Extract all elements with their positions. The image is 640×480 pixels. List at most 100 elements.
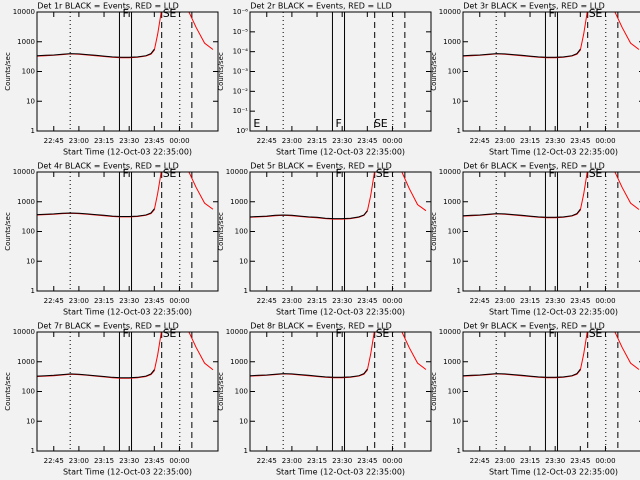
x-tick-label: 23:15: [520, 457, 540, 465]
x-tick-label: 23:45: [357, 457, 377, 465]
panel-title: Det 1r BLACK = Events, RED = LLD: [37, 2, 179, 11]
y-tick-label: 1000: [443, 358, 461, 366]
marker-letter: F: [335, 327, 341, 340]
marker-letter: E: [381, 117, 388, 130]
x-tick-label: 00:00: [595, 457, 615, 465]
x-tick-label: 00:00: [595, 297, 615, 305]
marker-letter: S: [163, 7, 170, 20]
x-tick-label: 23:00: [282, 457, 302, 465]
x-tick-label: 23:15: [307, 457, 327, 465]
y-tick-label: 100: [235, 228, 248, 236]
x-tick-label: 23:45: [357, 137, 377, 145]
marker-letter: F: [548, 7, 554, 20]
x-tick-label: 23:30: [545, 297, 565, 305]
x-tick-label: 23:30: [119, 297, 139, 305]
series-line: [37, 48, 155, 58]
x-tick-label: 23:30: [119, 137, 139, 145]
marker-letter: S: [374, 117, 381, 130]
y-tick-label: 10⁻³: [233, 68, 249, 76]
y-tick-label: 10000: [13, 168, 35, 176]
y-tick-label: 10⁻⁴: [233, 48, 249, 56]
panel: Det 7r BLACK = Events, RED = LLD Start Ti…: [4, 322, 219, 477]
y-axis-label: Counts/sec: [430, 372, 438, 411]
marker-letter: S: [589, 7, 596, 20]
x-axis-label: Start Time (12-Oct-03 22:35:00): [63, 468, 192, 477]
x-tick-label: 00:00: [595, 137, 615, 145]
x-tick-label: 23:30: [332, 457, 352, 465]
marker-letter: S: [589, 327, 596, 340]
y-tick-label: 1: [244, 447, 248, 455]
marker-letter: E: [169, 327, 176, 340]
x-axis-label: Start Time (12-Oct-03 22:35:00): [276, 308, 405, 317]
y-axis-label: Counts/sec: [430, 52, 438, 91]
x-tick-label: 22:45: [257, 137, 277, 145]
y-tick-label: 10: [452, 257, 461, 265]
y-tick-label: 10: [26, 97, 35, 105]
y-tick-label: 1000: [443, 198, 461, 206]
x-tick-label: 23:30: [332, 297, 352, 305]
series-line: [463, 48, 581, 58]
y-tick-label: 10000: [13, 8, 35, 16]
series-line: [463, 208, 581, 218]
x-tick-label: 23:45: [570, 297, 590, 305]
y-axis-label: Counts/sec: [217, 212, 225, 251]
series-line: [250, 368, 368, 378]
plot-frame: [249, 171, 432, 292]
panel: Det 1r BLACK = Events, RED = LLD Start Ti…: [4, 2, 219, 157]
y-tick-label: 100: [22, 388, 35, 396]
plot-frame: [462, 331, 640, 452]
series-line: [250, 210, 368, 220]
marker-letter: E: [382, 327, 389, 340]
marker-letter: E: [595, 7, 602, 20]
y-tick-label: 100: [22, 228, 35, 236]
y-tick-label: 10⁻²: [233, 87, 249, 95]
marker-letter: E: [169, 167, 176, 180]
y-tick-label: 10000: [439, 328, 461, 336]
x-tick-label: 23:00: [282, 297, 302, 305]
plot-area: [37, 12, 214, 131]
y-tick-label: 10⁻⁶: [233, 8, 249, 16]
x-tick-label: 00:00: [169, 297, 189, 305]
x-tick-label: 23:00: [495, 297, 515, 305]
x-axis-label: Start Time (12-Oct-03 22:35:00): [489, 468, 618, 477]
x-tick-label: 23:45: [570, 137, 590, 145]
series-line: [463, 368, 581, 378]
marker-letter: F: [122, 167, 128, 180]
panel-title: Det 4r BLACK = Events, RED = LLD: [37, 162, 179, 171]
x-tick-label: 23:45: [144, 137, 164, 145]
y-axis-label: Counts/sec: [217, 372, 225, 411]
y-tick-label: 10000: [439, 168, 461, 176]
plot-frame: [36, 171, 219, 292]
y-tick-label: 100: [448, 228, 461, 236]
y-tick-label: 10⁻⁵: [233, 28, 249, 36]
x-tick-label: 23:30: [545, 457, 565, 465]
x-tick-label: 23:30: [119, 457, 139, 465]
x-tick-label: 23:30: [332, 137, 352, 145]
panel: Det 4r BLACK = Events, RED = LLD Start Ti…: [4, 162, 219, 317]
x-tick-label: 23:15: [94, 137, 114, 145]
y-tick-label: 1000: [17, 198, 35, 206]
marker-letter: F: [335, 167, 341, 180]
panel: Det 3r BLACK = Events, RED = LLD Start Ti…: [430, 2, 640, 157]
y-tick-label: 1: [31, 287, 35, 295]
x-tick-label: 23:45: [144, 457, 164, 465]
y-tick-label: 100: [448, 68, 461, 76]
panel: Det 6r BLACK = Events, RED = LLD Start Ti…: [430, 162, 640, 317]
panel: Det 8r BLACK = Events, RED = LLD Start Ti…: [217, 322, 432, 477]
plot-area: [37, 332, 214, 451]
x-tick-label: 00:00: [169, 457, 189, 465]
x-tick-label: 23:15: [520, 137, 540, 145]
x-tick-label: 23:15: [94, 457, 114, 465]
panel-title: Det 3r BLACK = Events, RED = LLD: [463, 2, 605, 11]
x-tick-label: 22:45: [470, 297, 490, 305]
y-tick-label: 1: [31, 447, 35, 455]
marker-letter: E: [169, 7, 176, 20]
marker-letter: F: [335, 117, 341, 130]
marker-letter: F: [548, 327, 554, 340]
marker-letter: S: [376, 327, 383, 340]
marker-letter: S: [163, 327, 170, 340]
x-tick-label: 23:45: [570, 457, 590, 465]
x-tick-label: 23:00: [495, 457, 515, 465]
marker-letter: E: [382, 167, 389, 180]
panel-title: Det 2r BLACK = Events, RED = LLD: [250, 2, 392, 11]
